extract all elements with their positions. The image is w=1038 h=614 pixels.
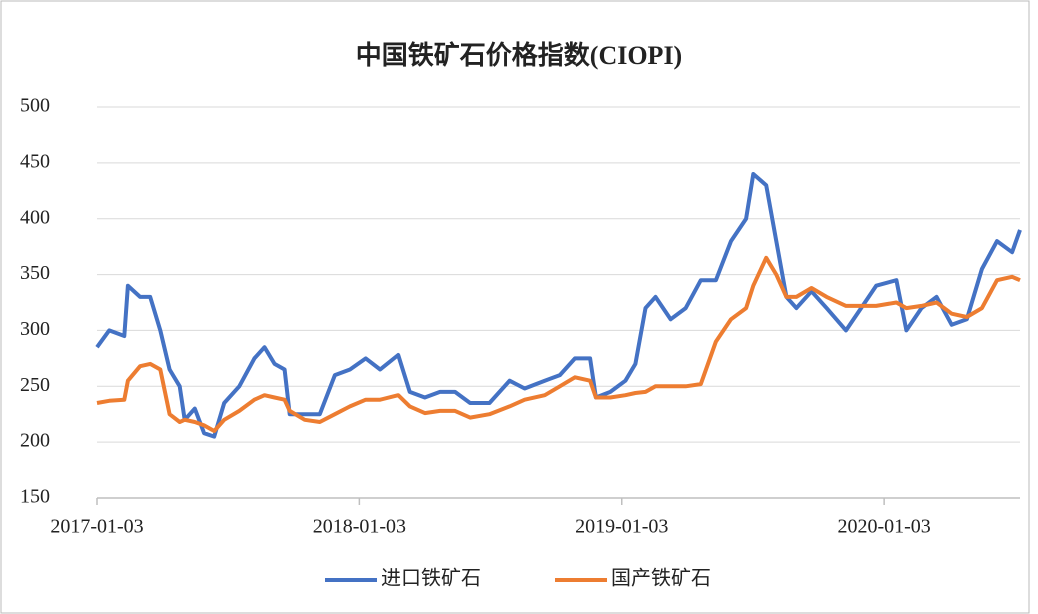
y-tick-label: 450: [20, 150, 50, 172]
data-line: [95, 172, 1022, 439]
legend-label: 进口铁矿石: [381, 567, 481, 590]
x-tick-label: 2020-01-03: [837, 516, 930, 538]
y-tick-label: 300: [20, 318, 50, 340]
y-tick-label: 150: [20, 486, 50, 508]
y-tick-label: 250: [20, 374, 50, 396]
x-tick-label: 2019-01-03: [575, 516, 668, 538]
y-tick-label: 400: [20, 206, 50, 228]
y-tick-label: 500: [20, 95, 50, 117]
legend-label: 国产铁矿石: [611, 567, 711, 590]
x-tick-label: 2017-01-03: [50, 516, 143, 538]
y-tick-label: 200: [20, 430, 50, 452]
y-tick-label: 350: [20, 262, 50, 284]
x-tick-label: 2018-01-03: [313, 516, 406, 538]
chart-title: 中国铁矿石价格指数(CIOPI): [356, 40, 682, 70]
data-line: [96, 255, 1021, 433]
